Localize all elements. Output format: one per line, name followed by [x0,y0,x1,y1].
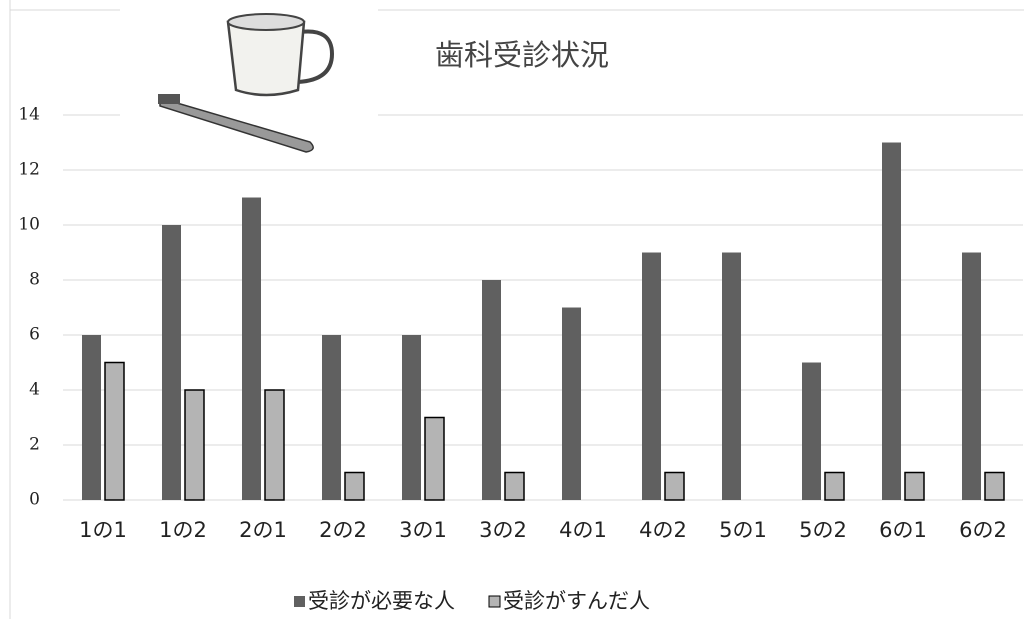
bar [664,471,685,501]
x-tick-label: 3の1 [399,518,447,542]
bar [162,225,181,500]
legend: 受診が必要な人 受診がすんだ人 [294,589,650,613]
x-tick-label: 2の2 [319,518,367,542]
bar [104,361,125,501]
mug-handle [297,29,335,84]
bar [904,471,925,501]
bar [962,252,981,500]
bar [264,389,285,501]
bar [824,471,845,501]
y-tick-label: 14 [18,105,40,125]
x-tick-label: 6の2 [959,518,1007,542]
bar [504,471,525,501]
bar [82,335,101,500]
x-tick-label: 5の1 [719,518,767,542]
legend-marker [488,595,501,608]
bar [984,471,1005,501]
bar [482,280,501,500]
x-tick-label: 2の1 [239,518,287,542]
x-tick-label: 6の1 [879,518,927,542]
x-tick-label: 1の2 [159,518,207,542]
y-tick-label: 12 [18,160,40,180]
x-tick-label: 4の2 [639,518,687,542]
mug [226,20,306,97]
y-tick-label: 10 [18,215,40,235]
bar [882,142,901,500]
bar [802,362,821,500]
legend-label: 受診が必要な人 [308,589,455,613]
bar [642,252,661,500]
y-tick-label: 2 [29,435,40,455]
x-tick-label: 5の2 [799,518,847,542]
illustration [120,0,378,153]
bar [344,471,365,501]
x-tick-label: 1の1 [79,518,127,542]
plot-area: 0 2 4 6 8 10 12 14 1の1 1の2 2の1 2の2 3の1 3の2 4の1 4の2 5の1 5の… [18,105,1023,542]
mug-rim [227,13,305,31]
legend-marker [294,596,305,607]
bar [402,335,421,500]
bar [424,416,445,501]
chart-title: 歯科受診状況 [435,38,609,72]
toothbrush-head [158,94,180,104]
y-tick-label: 4 [29,380,40,400]
legend-label: 受診がすんだ人 [503,589,650,613]
y-tick-label: 6 [29,325,40,345]
bar [242,197,261,500]
bar [184,389,205,501]
bar [562,307,581,500]
bar [722,252,741,500]
toothbrush [159,96,314,153]
bar [322,335,341,500]
x-tick-label: 4の1 [559,518,607,542]
y-tick-label: 0 [29,490,40,510]
y-tick-label: 8 [29,270,40,290]
x-tick-label: 3の2 [479,518,527,542]
